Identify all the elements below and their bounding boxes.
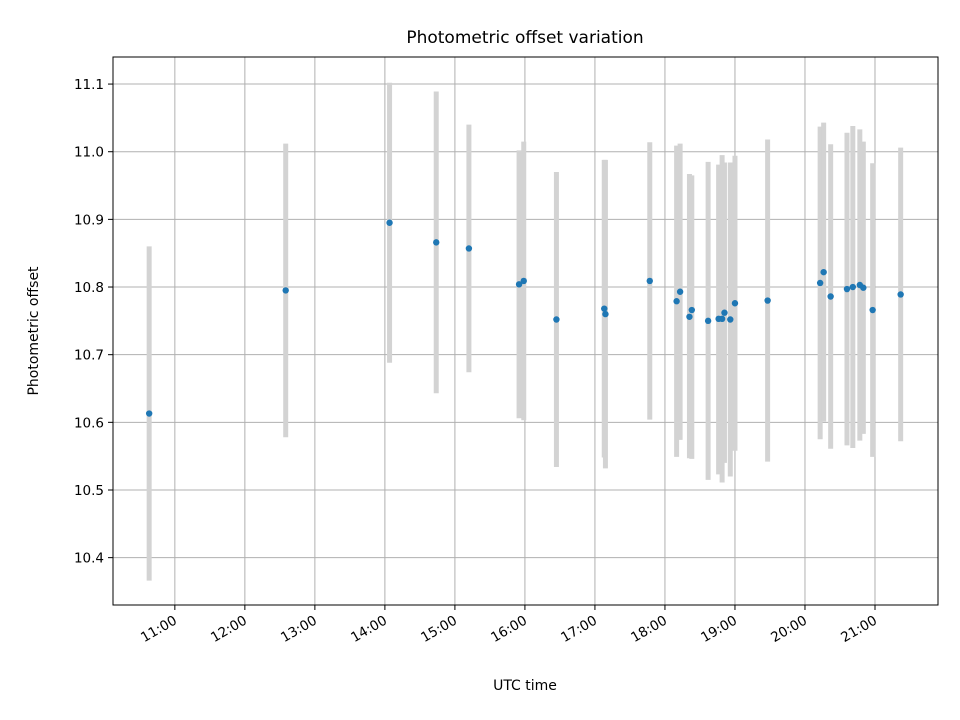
data-point [602,310,609,318]
y-tick-label: 11.1 [74,77,104,93]
data-point [646,277,653,285]
data-point [816,279,824,287]
data-point [820,268,827,276]
data-point [688,306,695,314]
data-point [673,298,680,305]
y-axis: 10.4 10.5 10.6 10.7 10.8 10.9 11.0 11.1 [74,77,113,567]
data-point [515,281,523,288]
y-tick-label: 10.5 [74,483,104,499]
data-point [731,300,739,307]
x-axis-label: UTC time [493,678,557,694]
y-tick-label: 10.4 [74,551,104,567]
chart-title: Photometric offset variation [406,28,643,48]
data-point [686,313,693,320]
data-point [145,410,153,417]
y-tick-label: 11.0 [74,145,104,161]
data-point [520,277,527,285]
data-point [843,285,851,293]
data-point [433,239,440,246]
data-point [860,284,867,291]
data-point [849,283,857,291]
y-tick-label: 10.7 [74,348,104,364]
y-tick-label: 10.9 [74,212,104,228]
y-axis-label: Photometric offset [26,266,42,396]
data-point [465,245,473,252]
data-point [386,219,393,226]
y-tick-label: 10.8 [74,280,104,296]
data-point [764,297,771,304]
y-tick-label: 10.6 [74,415,104,431]
data-point [727,316,734,323]
data-point [704,317,712,325]
data-point [718,315,726,323]
data-point [869,306,876,314]
data-point [601,305,608,312]
plot-frame [112,56,939,606]
data-point [721,309,728,316]
data-point [282,287,289,294]
data-point [676,288,684,295]
data-point [553,316,560,323]
data-point [827,293,834,300]
data-points [145,219,904,417]
data-point [897,291,904,298]
